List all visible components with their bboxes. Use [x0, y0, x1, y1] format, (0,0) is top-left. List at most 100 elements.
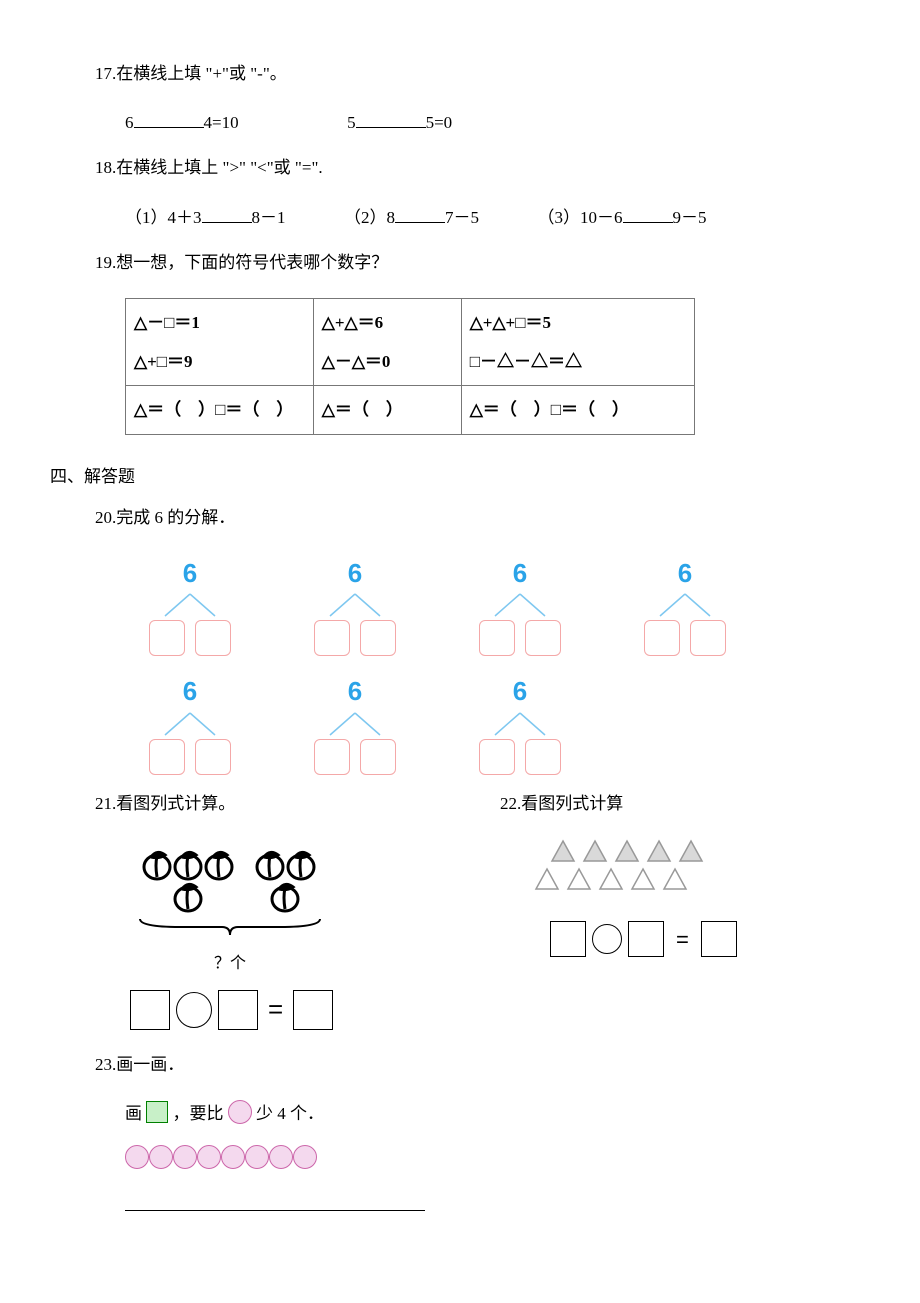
decomp-box[interactable]	[525, 739, 561, 775]
pink-circle-icon	[197, 1145, 221, 1169]
decomp-item: 6	[140, 553, 240, 657]
q19-r1c2b: △－△＝0	[322, 348, 453, 375]
q22-figure: =	[550, 839, 840, 957]
decomp-box[interactable]	[360, 739, 396, 775]
q23-b: ，要比	[173, 1104, 224, 1123]
triangle-icon	[646, 839, 672, 863]
decomp-num: 6	[305, 553, 405, 595]
decomp-box[interactable]	[479, 620, 515, 656]
decomp-item: 6	[635, 553, 735, 657]
q19-r2c1: △＝（ ）□＝（ ）	[126, 386, 314, 434]
q18-blank1[interactable]	[202, 205, 252, 223]
triangle-icon	[614, 839, 640, 863]
q19-r1c2a: △+△＝6	[322, 309, 453, 336]
pink-circle-icon	[269, 1145, 293, 1169]
q18-1a: （1）4＋3	[125, 208, 202, 227]
decomp-num: 6	[635, 553, 735, 595]
pink-circle-icon	[228, 1100, 252, 1124]
decomp-box[interactable]	[314, 620, 350, 656]
green-square-icon	[146, 1101, 168, 1123]
q21-unit: ？个	[130, 951, 330, 977]
triangle-icon	[598, 867, 624, 891]
q17-e1b: 4=10	[204, 113, 239, 132]
q19-r1c1b: △+□＝9	[134, 348, 305, 375]
q23-a: 画	[125, 1104, 142, 1123]
q22-prompt: 22.看图列式计算	[500, 790, 840, 817]
triangle-icon	[566, 867, 592, 891]
q23-answer-line[interactable]	[125, 1209, 425, 1211]
q17-e1a: 6	[125, 113, 134, 132]
q20-prompt: 20.完成 6 的分解．	[95, 504, 870, 531]
q18-blank2[interactable]	[395, 205, 445, 223]
pink-circle-icon	[125, 1145, 149, 1169]
q17-prompt: 17.在横线上填 "+"或 "-"。	[95, 60, 870, 87]
decomp-box[interactable]	[360, 620, 396, 656]
q17-e2a: 5	[347, 113, 356, 132]
decomp-box[interactable]	[314, 739, 350, 775]
decomp-item: 6	[470, 671, 570, 775]
decomp-item: 6	[470, 553, 570, 657]
q18-2b: 7－5	[445, 208, 479, 227]
q18-1b: 8－1	[252, 208, 286, 227]
decomp-box[interactable]	[149, 620, 185, 656]
pink-circle-icon	[221, 1145, 245, 1169]
pink-circle-icon	[245, 1145, 269, 1169]
triangle-icon	[662, 867, 688, 891]
decomp-num: 6	[140, 671, 240, 713]
section-4-heading: 四、解答题	[50, 463, 870, 490]
q22-box3[interactable]	[701, 921, 737, 957]
q22-equation: =	[550, 921, 840, 957]
q21-box2[interactable]	[218, 990, 258, 1030]
q18-body: （1）4＋3 8－1 （2）8 7－5 （3）10－6 9－5	[125, 204, 870, 231]
q23-circles	[125, 1145, 870, 1169]
decomp-num: 6	[470, 553, 570, 595]
q19-table: △－□＝1 △+□＝9 △+△＝6 △－△＝0 △+△+□＝5 □－△－△＝△ …	[125, 298, 695, 435]
q17-blank1[interactable]	[134, 110, 204, 128]
q21-op[interactable]	[176, 992, 212, 1028]
q23-prompt: 23.画一画．	[95, 1051, 870, 1078]
q17-body: 6 4=10 5 5=0	[125, 109, 870, 136]
pink-circle-icon	[173, 1145, 197, 1169]
q19-r1c3a: △+△+□＝5	[470, 309, 686, 336]
q19-r2c2: △＝（ ）	[313, 386, 461, 434]
q18-3a: （3）10－6	[538, 208, 623, 227]
q19-r1c3b: □－△－△＝△	[470, 348, 686, 375]
q23-c: 少 4 个．	[256, 1104, 324, 1123]
decomp-num: 6	[305, 671, 405, 713]
q21-equation: =	[130, 989, 450, 1031]
decomp-item: 6	[305, 671, 405, 775]
decomp-box[interactable]	[479, 739, 515, 775]
q22-box1[interactable]	[550, 921, 586, 957]
q18-prompt: 18.在横线上填上 ">" "<"或 "=".	[95, 154, 870, 181]
decomp-box[interactable]	[644, 620, 680, 656]
decomp-box[interactable]	[690, 620, 726, 656]
q17-e2b: 5=0	[426, 113, 453, 132]
decomp-box[interactable]	[149, 739, 185, 775]
decomp-item: 6	[305, 553, 405, 657]
q17-blank2[interactable]	[356, 110, 426, 128]
triangle-icon	[678, 839, 704, 863]
q19-r2c3: △＝（ ）□＝（ ）	[461, 386, 694, 434]
decomp-box[interactable]	[195, 620, 231, 656]
decomp-box[interactable]	[195, 739, 231, 775]
q22-op[interactable]	[592, 924, 622, 954]
decomp-box[interactable]	[525, 620, 561, 656]
triangle-icon	[550, 839, 576, 863]
pink-circle-icon	[293, 1145, 317, 1169]
triangle-icon	[534, 867, 560, 891]
triangle-icon	[582, 839, 608, 863]
q21-box1[interactable]	[130, 990, 170, 1030]
q22-box2[interactable]	[628, 921, 664, 957]
q19-r1c1a: △－□＝1	[134, 309, 305, 336]
pink-circle-icon	[149, 1145, 173, 1169]
q18-2a: （2）8	[344, 208, 395, 227]
q21-figure: ？个 =	[130, 839, 450, 1030]
decomp-num: 6	[140, 553, 240, 595]
q18-blank3[interactable]	[623, 205, 673, 223]
decomp-item: 6	[140, 671, 240, 775]
q21-prompt: 21.看图列式计算。	[95, 790, 450, 817]
q21-box3[interactable]	[293, 990, 333, 1030]
q20-diagrams: 6 6 6 6 6 6 6	[140, 553, 870, 775]
q23-text: 画 ，要比 少 4 个．	[125, 1100, 870, 1127]
q18-3b: 9－5	[673, 208, 707, 227]
